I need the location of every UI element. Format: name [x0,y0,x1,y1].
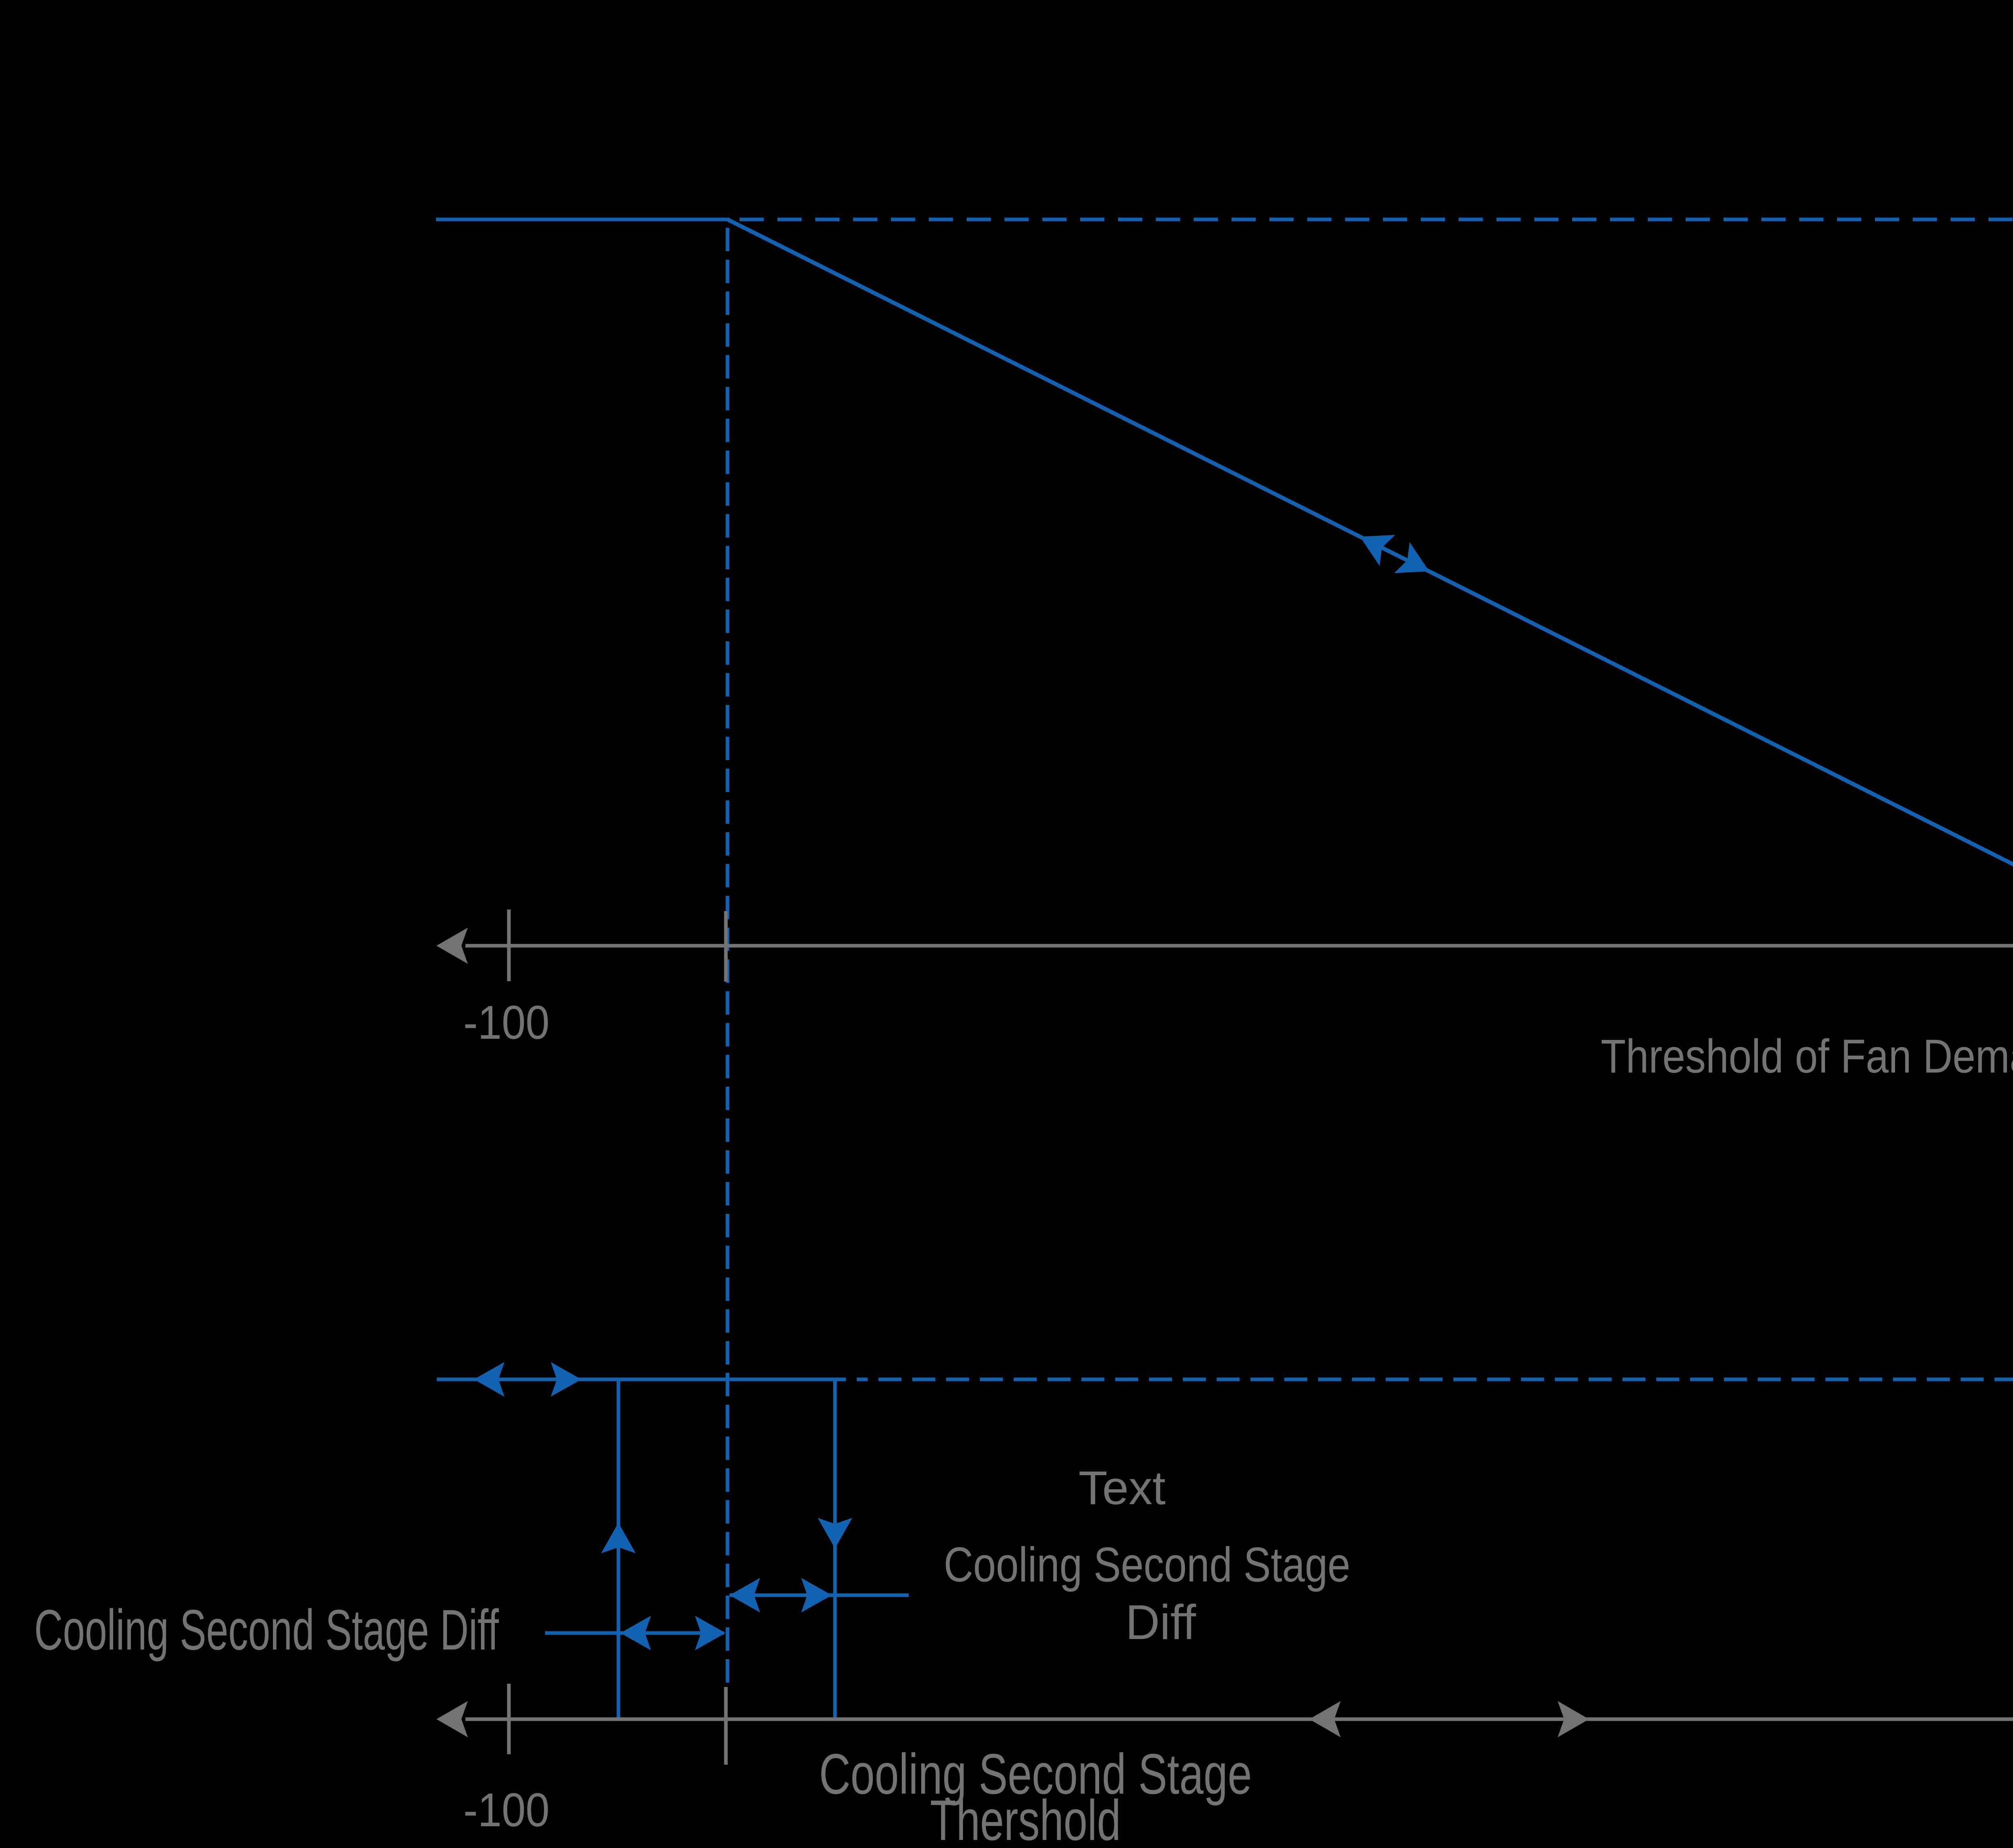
svg-text:Text: Text [1079,1461,1166,1515]
svg-text:Cooling Second Stage: Cooling Second Stage [819,1742,1252,1806]
svg-text:Diff: Diff [1126,1595,1197,1650]
svg-text:-100: -100 [463,996,550,1049]
svg-text:Threshold of Fan Demand: Threshold of Fan Demand [1601,1030,2013,1083]
svg-text:Cooling Second Stage Diff: Cooling Second Stage Diff [34,1598,499,1662]
svg-text:-100: -100 [463,1784,550,1837]
svg-text:Cooling Second Stage: Cooling Second Stage [944,1537,1350,1592]
svg-text:Thershold: Thershold [930,1788,1121,1848]
